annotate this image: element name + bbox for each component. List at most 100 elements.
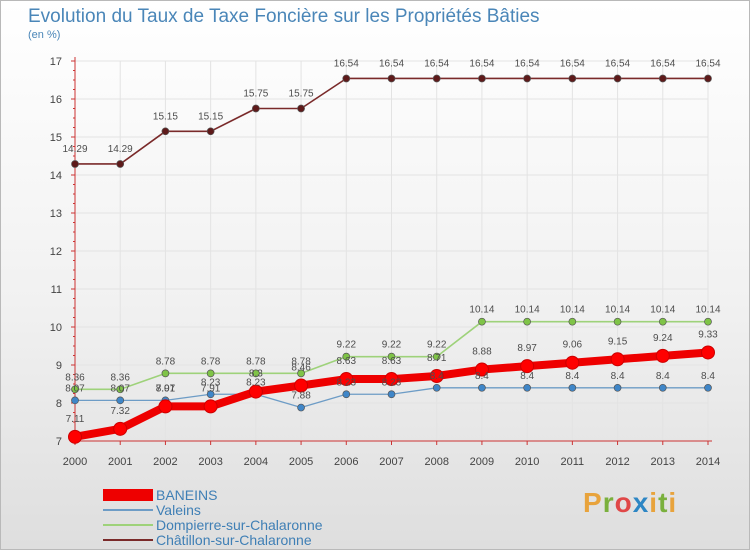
data-label-chatillon: 15.15	[198, 111, 223, 122]
data-label-chatillon: 15.75	[289, 89, 314, 100]
data-point-chatillon	[704, 74, 712, 83]
data-label-dompierre: 8.78	[246, 356, 266, 367]
y-tick-label: 8	[56, 398, 62, 410]
legend-label-valeins: Valeins	[156, 501, 201, 518]
data-label-baneins: 7.11	[66, 414, 85, 425]
legend-label-chatillon: Châtillon-sur-Chalaronne	[156, 531, 312, 548]
legend-item-dompierre: Dompierre-sur-Chalaronne	[103, 516, 323, 533]
data-point-chatillon	[387, 74, 396, 83]
data-label-dompierre: 8.78	[156, 356, 176, 367]
x-tick-label: 2012	[605, 456, 629, 468]
data-point-baneins	[68, 429, 82, 444]
data-point-dompierre	[523, 317, 531, 326]
data-point-chatillon	[116, 160, 125, 168]
data-label-valeins: 8.23	[337, 377, 357, 388]
data-label-valeins: 8.23	[246, 377, 266, 388]
data-point-valeins	[206, 390, 215, 399]
data-point-baneins	[610, 352, 625, 367]
data-label-baneins: 7.91	[201, 383, 221, 394]
data-point-dompierre	[297, 369, 305, 378]
data-label-dompierre: 10.14	[695, 305, 720, 316]
data-label-baneins: 8.88	[472, 347, 492, 358]
data-label-baneins: 9.15	[608, 336, 628, 347]
data-point-valeins	[658, 383, 667, 392]
x-tick-label: 2004	[244, 456, 268, 468]
x-tick-label: 2011	[561, 456, 585, 468]
data-label-dompierre: 10.14	[650, 305, 675, 316]
data-point-chatillon	[568, 74, 577, 83]
data-label-dompierre: 9.22	[382, 340, 402, 351]
data-label-chatillon: 16.54	[379, 58, 404, 69]
legend-swatch-valeins	[103, 508, 153, 511]
data-label-valeins: 8.23	[382, 377, 402, 388]
x-tick-label: 2002	[153, 456, 177, 468]
data-label-chatillon: 16.54	[334, 58, 359, 69]
data-point-dompierre	[71, 385, 79, 394]
data-point-baneins	[113, 421, 128, 436]
y-tick-label: 13	[50, 208, 62, 220]
data-point-chatillon	[342, 74, 351, 83]
data-point-baneins	[655, 348, 670, 363]
data-point-baneins	[429, 369, 444, 384]
data-label-valeins: 8.07	[156, 383, 176, 394]
data-point-baneins	[565, 355, 580, 370]
data-label-chatillon: 15.15	[153, 111, 178, 122]
data-point-valeins	[613, 383, 622, 392]
data-point-baneins	[248, 384, 263, 399]
data-point-dompierre	[206, 369, 215, 378]
data-point-dompierre	[568, 317, 577, 326]
data-label-chatillon: 16.54	[650, 58, 675, 69]
data-label-baneins: 8.71	[427, 353, 447, 364]
logo-letter: P	[583, 487, 603, 518]
data-point-chatillon	[523, 74, 531, 83]
data-point-baneins	[203, 399, 218, 414]
data-label-baneins: 8.63	[382, 356, 402, 367]
data-point-chatillon	[613, 74, 622, 83]
data-point-baneins	[474, 362, 489, 377]
data-point-dompierre	[432, 352, 441, 361]
data-point-dompierre	[658, 317, 667, 326]
x-tick-label: 2003	[198, 456, 222, 468]
data-point-dompierre	[613, 317, 622, 326]
legend-item-baneins: BANEINS	[103, 487, 323, 503]
legend-swatch-dompierre	[103, 523, 153, 526]
data-point-chatillon	[161, 127, 170, 136]
data-label-dompierre: 8.36	[65, 372, 85, 383]
y-tick-label: 9	[56, 360, 62, 372]
data-label-chatillon: 14.29	[108, 144, 133, 155]
x-tick-label: 2000	[63, 456, 87, 468]
y-tick-label: 11	[51, 284, 62, 296]
data-point-baneins	[339, 372, 354, 387]
data-label-dompierre: 10.14	[560, 305, 585, 316]
data-point-dompierre	[478, 317, 486, 326]
data-point-chatillon	[478, 74, 486, 83]
data-point-dompierre	[252, 369, 260, 378]
legend-swatch-baneins	[103, 488, 153, 501]
data-point-valeins	[342, 390, 351, 399]
data-label-baneins: 8.97	[517, 343, 537, 354]
y-tick-label: 12	[50, 246, 62, 258]
logo-letter: x	[632, 487, 650, 518]
data-point-valeins	[297, 403, 305, 412]
data-point-baneins	[294, 378, 309, 393]
logo-letter: r	[602, 487, 615, 518]
data-label-valeins: 8.4	[565, 371, 579, 382]
data-point-baneins	[520, 359, 535, 374]
data-point-chatillon	[658, 74, 667, 83]
data-label-chatillon: 16.54	[560, 58, 585, 69]
data-point-dompierre	[387, 352, 396, 361]
y-tick-label: 17	[50, 56, 62, 68]
data-label-valeins: 8.07	[65, 383, 85, 394]
logo-letter: i	[668, 487, 678, 518]
x-tick-label: 2008	[424, 456, 448, 468]
legend-swatch-chatillon	[103, 538, 153, 541]
legend-label-dompierre: Dompierre-sur-Chalaronne	[156, 516, 323, 533]
x-tick-label: 2010	[515, 456, 539, 468]
data-label-valeins: 7.88	[291, 391, 311, 402]
data-label-valeins: 8.4	[611, 371, 625, 382]
data-point-baneins	[384, 372, 399, 387]
x-tick-label: 2006	[334, 456, 358, 468]
legend-item-valeins: Valeins	[103, 501, 323, 518]
x-tick-label: 2013	[651, 456, 675, 468]
